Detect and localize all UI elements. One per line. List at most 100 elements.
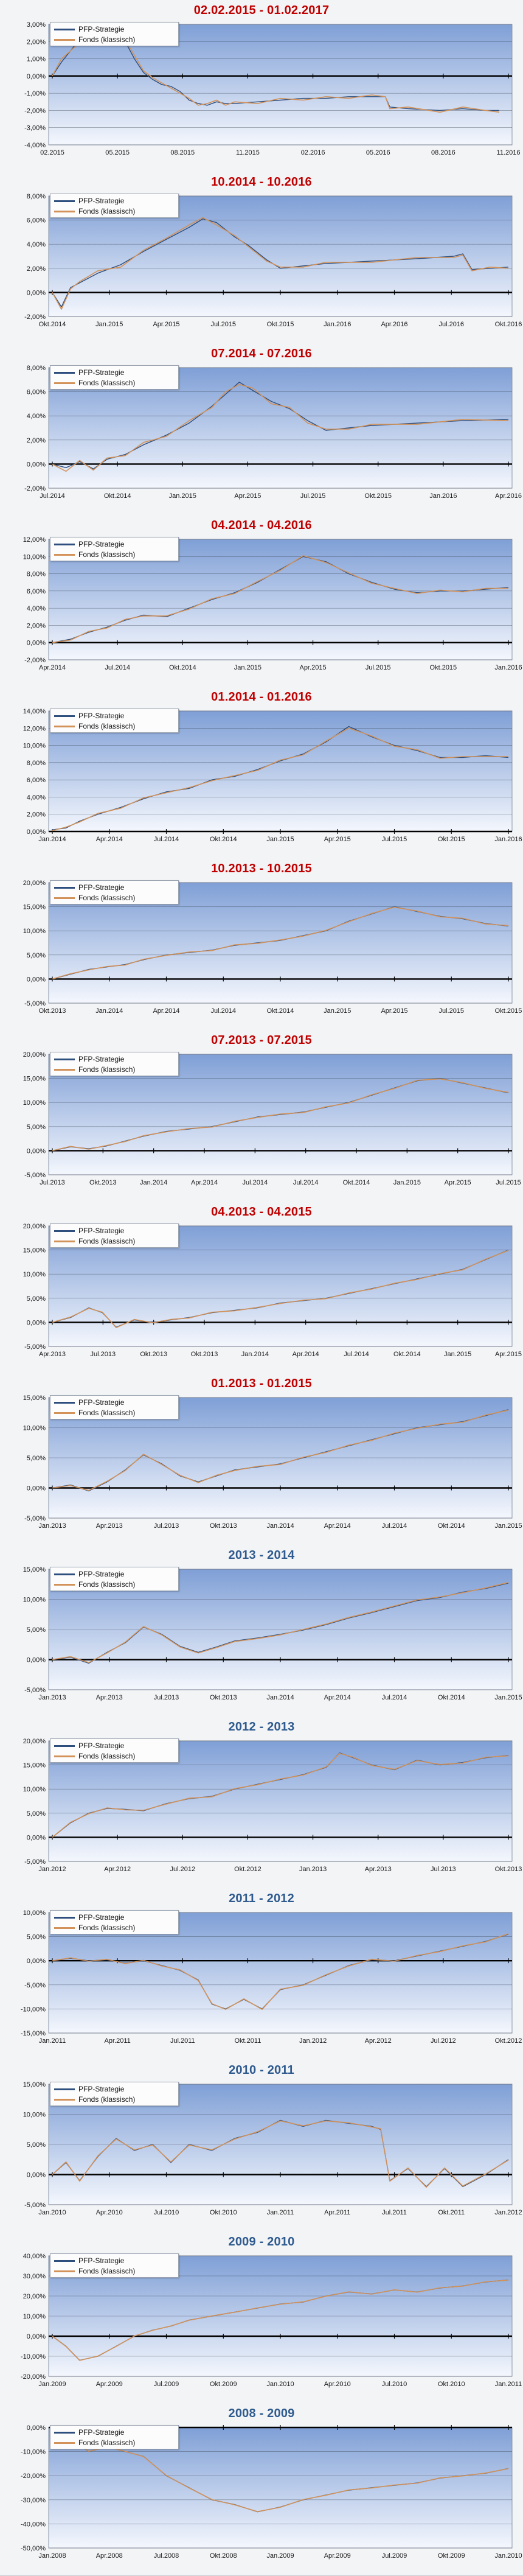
chart-panel: 02.02.2015 - 01.02.2017 3,00% 2,00% 1,00% 0,… <box>0 0 523 173</box>
legend-item-fonds-klassisch: Fonds (klassisch) <box>54 1751 135 1761</box>
x-tick-label: Okt.2014 <box>39 321 66 328</box>
x-tick-label: Okt.2010 <box>438 2381 465 2388</box>
x-tick-label: Okt.2013 <box>39 1007 66 1015</box>
x-tick-label: Okt.2015 <box>430 664 457 671</box>
legend: PFP-Strategie Fonds (klassisch) <box>50 1567 179 1591</box>
legend-label: Fonds (klassisch) <box>78 2095 136 2104</box>
chart-title: 07.2014 - 07.2016 <box>211 347 312 360</box>
x-tick-label: Okt.2014 <box>438 1694 465 1701</box>
x-tick-label: Jul.2013 <box>431 1866 456 1873</box>
legend: PFP-Strategie Fonds (klassisch) <box>50 1395 179 1419</box>
x-tick-label: Jul.2014 <box>243 1179 268 1186</box>
y-tick-label: 10,00% <box>23 2112 46 2119</box>
x-tick-label: Jan.2011 <box>495 2381 522 2388</box>
legend-label: PFP-Strategie <box>78 25 125 33</box>
x-tick-label: 02.2016 <box>301 149 325 156</box>
chart-panel: 2011 - 2012 10,00% 5,00% 0,00% -5,00% -10,00%… <box>0 1888 523 2061</box>
y-tick-label: 5,00% <box>27 1295 46 1303</box>
y-tick-label: 2,00% <box>27 437 46 444</box>
x-tick-label: Okt.2013 <box>210 1522 237 1530</box>
x-tick-label: Okt.2013 <box>140 1351 167 1358</box>
x-tick-label: Apr.2016 <box>381 321 407 328</box>
y-tick-label: 8,00% <box>27 365 46 372</box>
x-tick-label: Jul.2013 <box>40 1179 65 1186</box>
y-tick-label: -3,00% <box>24 125 46 132</box>
x-tick-label: 02.2015 <box>40 149 64 156</box>
y-tick-label: 8,00% <box>27 193 46 200</box>
legend-item-fonds-klassisch: Fonds (klassisch) <box>54 35 135 44</box>
x-tick-label: Jan.2016 <box>429 492 457 500</box>
chart-title: 2008 - 2009 <box>228 2407 295 2420</box>
legend-item-fonds-klassisch: Fonds (klassisch) <box>54 721 135 731</box>
legend-swatch <box>54 1583 75 1586</box>
y-tick-label: -5,00% <box>24 2202 46 2209</box>
legend-label: PFP-Strategie <box>78 883 125 892</box>
x-tick-label: Jul.2012 <box>170 1866 195 1873</box>
y-tick-label: -10,00% <box>21 2353 46 2361</box>
x-tick-label: Jan.2012 <box>494 2209 522 2216</box>
legend: PFP-Strategie Fonds (klassisch) <box>50 709 179 733</box>
x-tick-label: Okt.2016 <box>495 321 522 328</box>
y-tick-label: 10,00% <box>23 1271 46 1278</box>
y-tick-label: -2,00% <box>24 485 46 492</box>
legend: PFP-Strategie Fonds (klassisch) <box>50 2425 179 2449</box>
x-tick-label: 05.2015 <box>105 149 130 156</box>
x-tick-label: Okt.2015 <box>438 836 465 843</box>
x-tick-label: Jan.2015 <box>393 1179 421 1186</box>
y-tick-label: 4,00% <box>27 605 46 612</box>
legend-swatch <box>54 1916 75 1919</box>
series-line-fonds-klassisch <box>52 555 508 643</box>
y-tick-label: 8,00% <box>27 760 46 767</box>
y-tick-label: 4,00% <box>27 241 46 248</box>
legend-label: PFP-Strategie <box>78 368 125 377</box>
legend-label: PFP-Strategie <box>78 2085 125 2093</box>
x-tick-label: Jan.2011 <box>267 2209 294 2216</box>
y-tick-label: 2,00% <box>27 811 46 819</box>
legend: PFP-Strategie Fonds (klassisch) <box>50 22 179 46</box>
legend: PFP-Strategie Fonds (klassisch) <box>50 537 179 561</box>
y-tick-label: 0,00% <box>27 828 46 836</box>
legend-item-pfp-strategie: PFP-Strategie <box>54 368 124 377</box>
legend-item-pfp-strategie: PFP-Strategie <box>54 1226 124 1236</box>
legend-swatch <box>54 1755 75 1757</box>
y-tick-label: -5,00% <box>24 1687 46 1694</box>
chart-panel: 10.2013 - 10.2015 20,00% 15,00% 10,00% 5,00%… <box>0 858 523 1031</box>
x-tick-label: Apr.2013 <box>365 1866 392 1873</box>
chart-panel: 2009 - 2010 40,00% 30,00% 20,00% 10,00% 0,00%… <box>0 2231 523 2404</box>
y-tick-label: 0,00% <box>27 640 46 647</box>
y-tick-label: 40,00% <box>23 2253 46 2260</box>
chart-title: 02.02.2015 - 01.02.2017 <box>193 4 330 17</box>
x-tick-label: Apr.2009 <box>96 2381 123 2388</box>
legend-label: Fonds (klassisch) <box>78 894 136 902</box>
x-tick-label: Apr.2015 <box>381 1007 407 1015</box>
y-tick-label: 5,00% <box>27 952 46 959</box>
x-tick-label: Jul.2010 <box>154 2209 179 2216</box>
legend-label: PFP-Strategie <box>78 1055 125 1063</box>
legend-swatch <box>54 2088 75 2090</box>
chart-panel: 01.2014 - 01.2016 14,00% 12,00% 10,00% 8,00%… <box>0 687 523 859</box>
x-tick-label: Apr.2014 <box>324 1694 351 1701</box>
x-tick-label: Apr.2015 <box>234 492 261 500</box>
legend-item-pfp-strategie: PFP-Strategie <box>54 2427 124 2437</box>
legend-label: Fonds (klassisch) <box>78 2267 136 2275</box>
legend: PFP-Strategie Fonds (klassisch) <box>50 2082 179 2106</box>
legend-label: PFP-Strategie <box>78 712 125 720</box>
x-tick-label: Apr.2008 <box>96 2552 123 2560</box>
x-tick-label: Jul.2014 <box>382 1694 407 1701</box>
x-tick-label: Okt.2014 <box>169 664 196 671</box>
x-tick-label: Jul.2015 <box>438 1007 464 1015</box>
legend: PFP-Strategie Fonds (klassisch) <box>50 880 179 905</box>
chart-title: 2012 - 2013 <box>228 1720 295 1734</box>
x-tick-label: Okt.2008 <box>210 2552 237 2560</box>
x-tick-label: Okt.2010 <box>210 2209 237 2216</box>
legend-label: PFP-Strategie <box>78 540 125 548</box>
line-chart: 8,00% 6,00% 4,00% 2,00% 0,00% -2,00%Jul.2014 O… <box>24 365 522 500</box>
series-line-fonds-klassisch <box>52 1752 509 1838</box>
legend-item-pfp-strategie: PFP-Strategie <box>54 1569 124 1579</box>
line-chart: 14,00% 12,00% 10,00% 8,00% 6,00% 4,00% 2,00% 0,… <box>23 708 522 843</box>
legend-item-fonds-klassisch: Fonds (klassisch) <box>54 206 135 216</box>
legend: PFP-Strategie Fonds (klassisch) <box>50 2253 179 2278</box>
chart-panel: 2010 - 2011 15,00% 10,00% 5,00% 0,00% -5,00% J… <box>0 2060 523 2233</box>
legend-swatch <box>54 2441 75 2444</box>
x-tick-label: Jul.2011 <box>382 2209 407 2216</box>
